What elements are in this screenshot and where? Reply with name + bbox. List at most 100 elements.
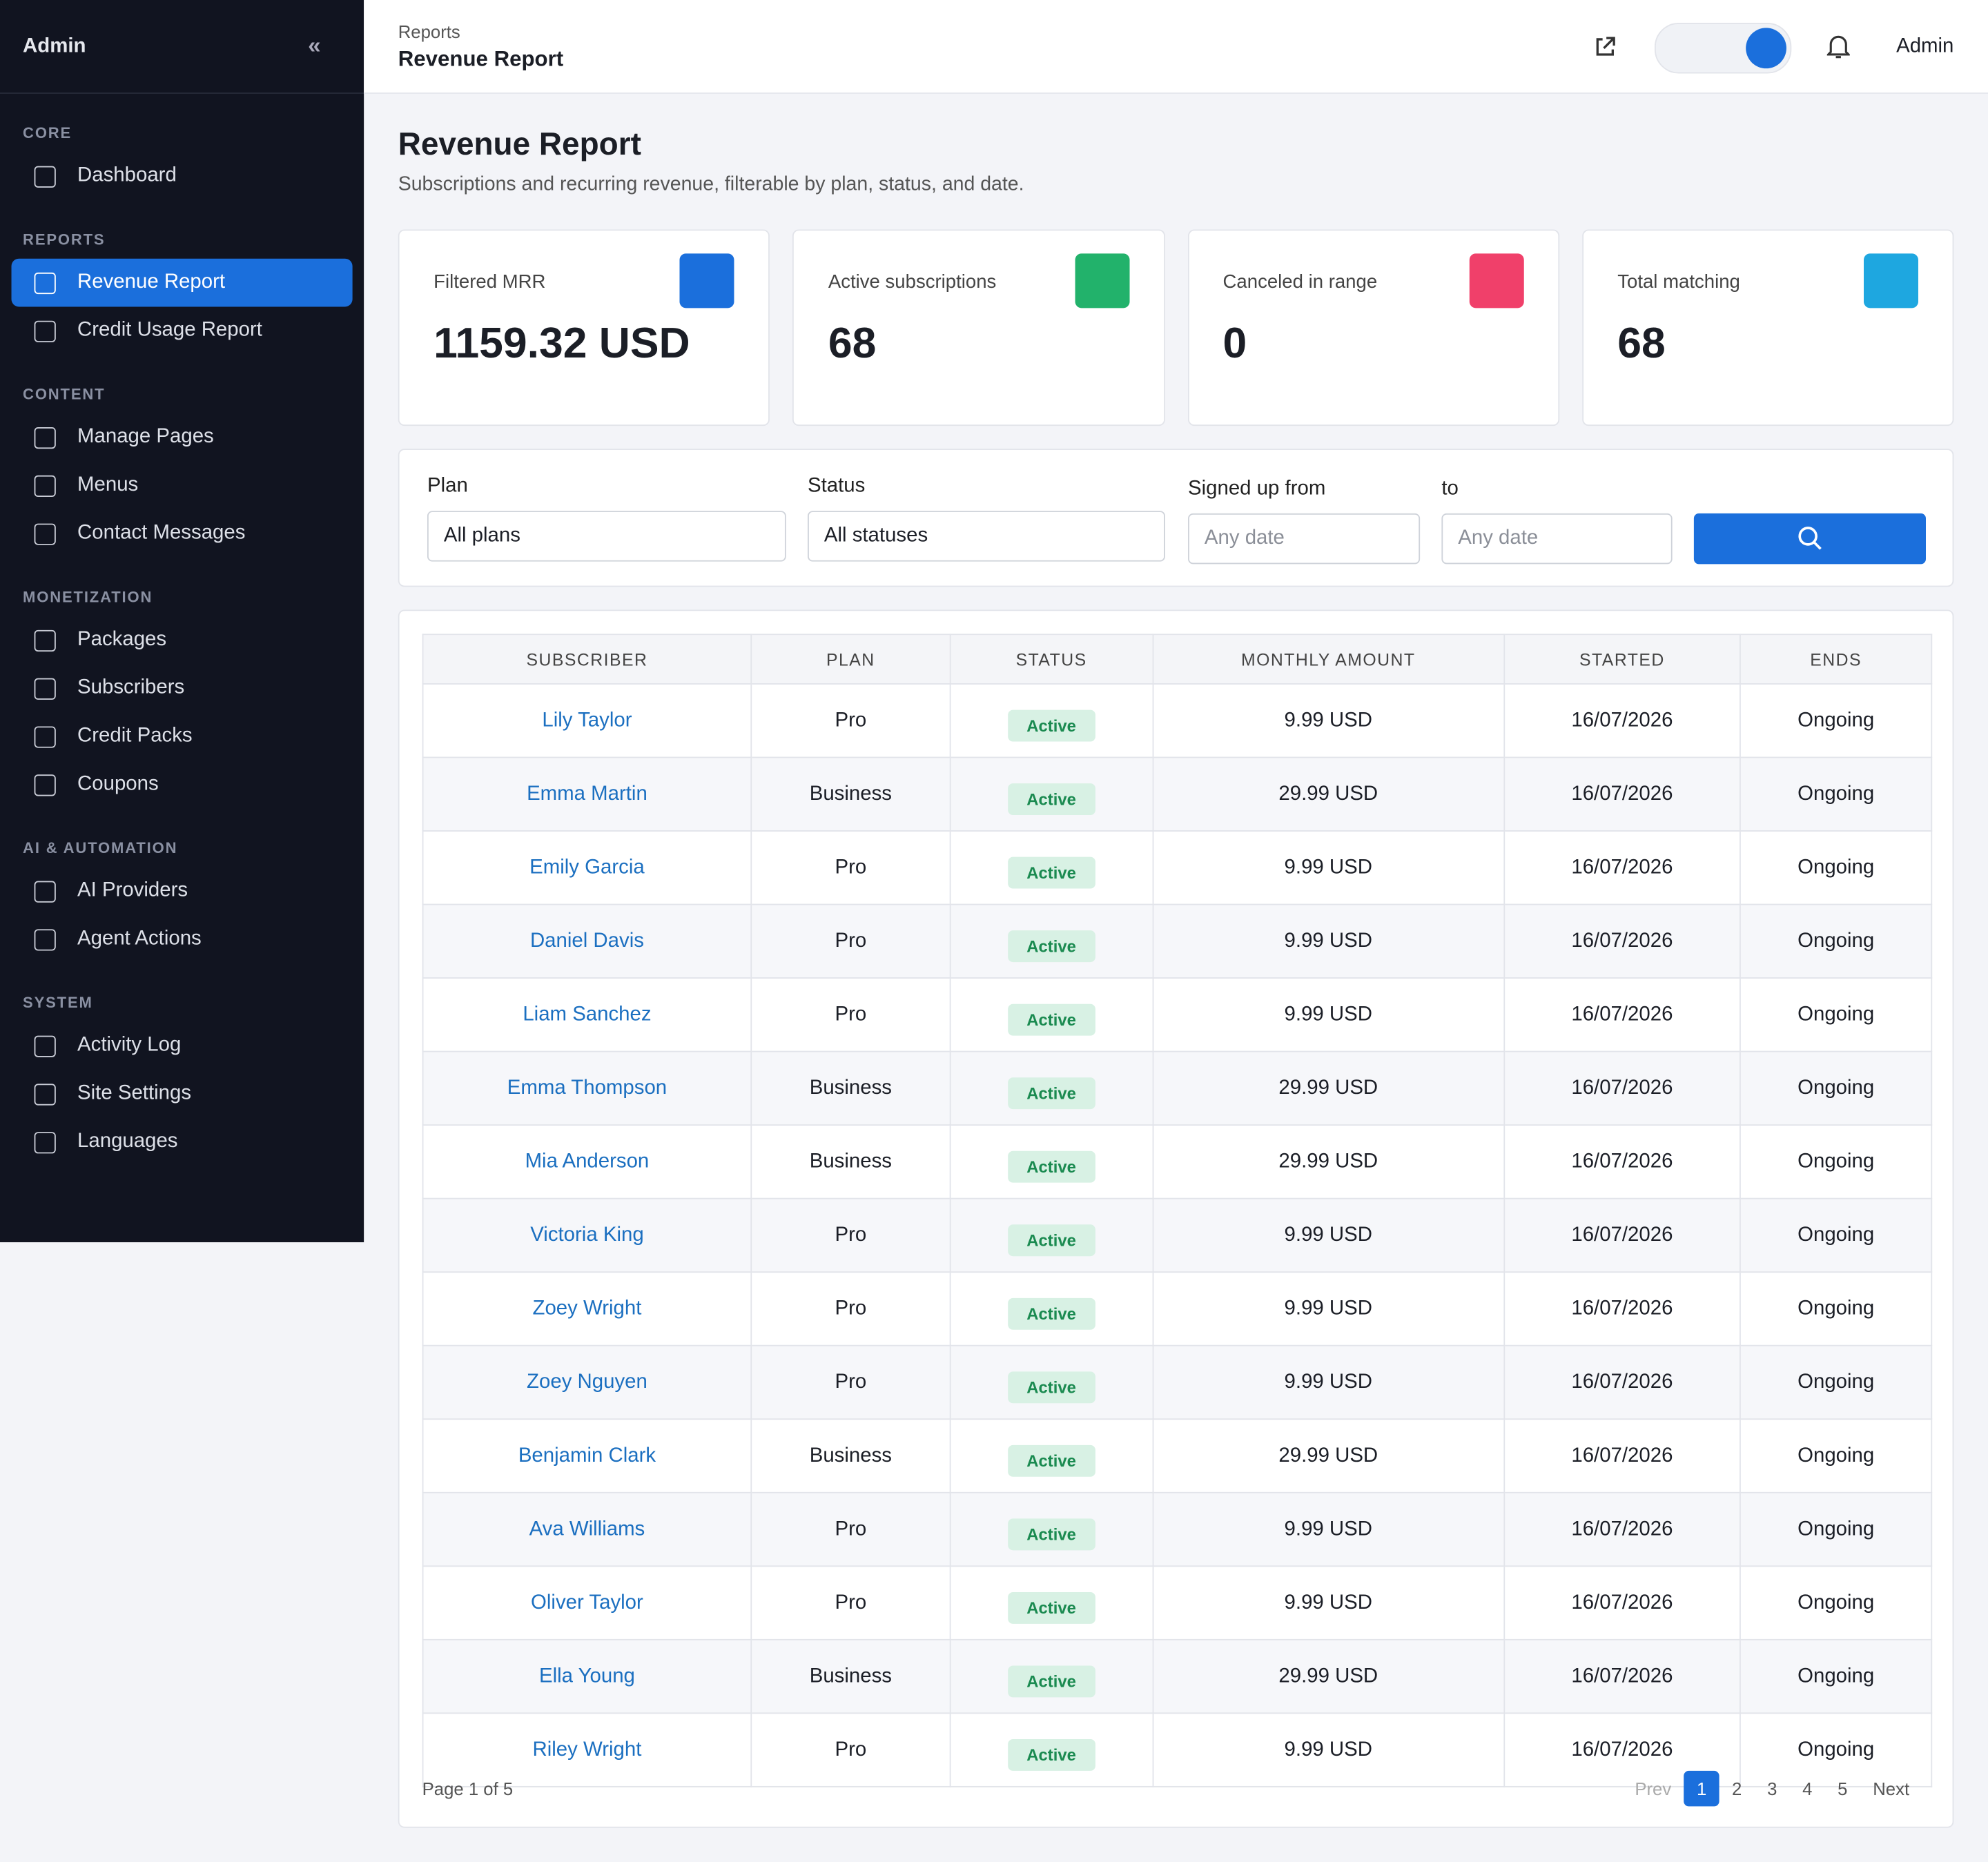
nav-icon: [34, 522, 56, 545]
subscriber-link[interactable]: Mia Anderson: [422, 1124, 752, 1199]
subscriber-link[interactable]: Riley Wright: [422, 1712, 752, 1787]
brand: Admin «: [0, 0, 364, 94]
column-header: MONTHLY AMOUNT: [1151, 634, 1505, 685]
nav-label: Menus: [77, 473, 139, 496]
table-row: Lily Taylor Pro Active 9.99 USD 16/07/2026 On…: [422, 683, 1933, 758]
subscriber-link[interactable]: Zoey Wright: [422, 1271, 752, 1346]
table-row: Emily Garcia Pro Active 9.99 USD 16/07/2026 O…: [422, 830, 1933, 905]
stat-card: Filtered MRR 1159.32 USD: [398, 229, 770, 427]
status-cell: Active: [949, 1491, 1153, 1567]
table-cell: Pro: [750, 1344, 951, 1420]
table-cell: 29.99 USD: [1151, 1124, 1505, 1199]
page-button[interactable]: 4: [1802, 1778, 1813, 1799]
page-summary: Page 1 of 5: [422, 1778, 514, 1799]
stat-card: Canceled in range 0: [1187, 229, 1559, 427]
nav-item[interactable]: Agent Actions: [12, 915, 353, 963]
table-cell: 16/07/2026: [1503, 1050, 1742, 1126]
filter-label: to: [1441, 478, 1459, 500]
nav-item[interactable]: Credit Usage Report: [12, 306, 353, 355]
placeholder: Any date: [1204, 527, 1285, 549]
status-badge: Active: [1007, 1297, 1095, 1330]
table-row: Ava Williams Pro Active 9.99 USD 16/07/2026 O…: [422, 1491, 1933, 1567]
nav-icon: [34, 1035, 56, 1057]
table-row: Riley Wright Pro Active 9.99 USD 16/07/2026 O…: [422, 1712, 1933, 1787]
nav-label: AI Providers: [77, 879, 188, 901]
nav-item[interactable]: Dashboard: [12, 152, 353, 200]
table-row: Oliver Taylor Pro Active 9.99 USD 16/07/2026…: [422, 1565, 1933, 1640]
breadcrumb[interactable]: Reports: [398, 21, 460, 42]
page-button[interactable]: 2: [1732, 1778, 1742, 1799]
notifications[interactable]: [1826, 35, 1850, 60]
subscriber-link[interactable]: Ella Young: [422, 1638, 752, 1714]
theme-system[interactable]: [1746, 28, 1786, 69]
table-cell: Pro: [750, 977, 951, 1052]
stat-icon: [1469, 253, 1524, 308]
page-button[interactable]: 3: [1767, 1778, 1777, 1799]
nav-item[interactable]: Manage Pages: [12, 413, 353, 462]
subscriber-link[interactable]: Emma Martin: [422, 756, 752, 832]
table-cell: 9.99 USD: [1151, 1344, 1505, 1420]
table-cell: 16/07/2026: [1503, 1565, 1742, 1640]
nav-item[interactable]: Subscribers: [12, 664, 353, 712]
status-select[interactable]: All statuses: [808, 511, 1165, 562]
subscriber-link[interactable]: Ava Williams: [422, 1491, 752, 1567]
nav-item[interactable]: Packages: [12, 616, 353, 665]
subscriber-link[interactable]: Liam Sanchez: [422, 977, 752, 1052]
search-button[interactable]: [1693, 513, 1927, 565]
nav-item[interactable]: Contact Messages: [12, 509, 353, 558]
to-date[interactable]: Any date: [1441, 513, 1673, 565]
nav-label: Activity Log: [77, 1034, 182, 1057]
subscriber-link[interactable]: Victoria King: [422, 1197, 752, 1273]
subscriber-link[interactable]: Emma Thompson: [422, 1050, 752, 1126]
subscriber-link[interactable]: Daniel Davis: [422, 903, 752, 979]
subscriber-link[interactable]: Emily Garcia: [422, 830, 752, 905]
nav-section-title: SYSTEM: [23, 994, 93, 1012]
subscriber-link[interactable]: Benjamin Clark: [422, 1418, 752, 1493]
nav-item[interactable]: Site Settings: [12, 1070, 353, 1118]
table-cell: 16/07/2026: [1503, 1197, 1742, 1273]
stat-label: Total matching: [1617, 271, 1740, 293]
subscriber-link[interactable]: Zoey Nguyen: [422, 1344, 752, 1420]
nav-label: Agent Actions: [77, 928, 202, 950]
status-cell: Active: [949, 1271, 1153, 1346]
nav-icon: [34, 271, 56, 294]
user-menu[interactable]: Admin: [1896, 35, 1954, 57]
topbar: Reports Revenue Report Admin: [364, 0, 1988, 94]
nav-item[interactable]: Coupons: [12, 761, 353, 809]
table-cell: 16/07/2026: [1503, 683, 1742, 758]
filter-label: Signed up from: [1188, 478, 1326, 500]
collapse-button[interactable]: «: [308, 32, 321, 59]
next-button[interactable]: Next: [1873, 1778, 1910, 1799]
nav-item[interactable]: Credit Packs: [12, 712, 353, 761]
nav-label: Subscribers: [77, 676, 185, 699]
page-button[interactable]: 1: [1684, 1770, 1719, 1807]
from-date[interactable]: Any date: [1188, 513, 1421, 565]
subscriber-link[interactable]: Lily Taylor: [422, 683, 752, 758]
table-row: Benjamin Clark Business Active 29.99 USD 16/…: [422, 1418, 1933, 1493]
theme-toggle[interactable]: [1654, 23, 1792, 74]
nav-item[interactable]: Activity Log: [12, 1021, 353, 1070]
subscriber-link[interactable]: Oliver Taylor: [422, 1565, 752, 1640]
plan-select[interactable]: All plans: [427, 511, 786, 562]
table-cell: Pro: [750, 683, 951, 758]
nav-icon: [34, 1083, 56, 1105]
table-cell: Ongoing: [1740, 683, 1933, 758]
nav-label: Manage Pages: [77, 426, 214, 448]
table-cell: 16/07/2026: [1503, 903, 1742, 979]
nav-item[interactable]: Revenue Report: [11, 258, 353, 307]
table-cell: Ongoing: [1740, 1491, 1933, 1567]
header-row: SUBSCRIBER PLAN STATUS MONTHLY AMOUNT STARTE…: [422, 634, 1933, 685]
nav-item[interactable]: AI Providers: [12, 867, 353, 915]
table-row: Daniel Davis Pro Active 9.99 USD 16/07/2026 O…: [422, 903, 1933, 979]
table-cell: 9.99 USD: [1151, 1197, 1505, 1273]
table-cell: 9.99 USD: [1151, 977, 1505, 1052]
prev-button[interactable]: Prev: [1635, 1778, 1672, 1799]
table-cell: Ongoing: [1740, 830, 1933, 905]
table-cell: Pro: [750, 1491, 951, 1567]
nav-label: Site Settings: [77, 1082, 192, 1104]
nav-item[interactable]: Languages: [12, 1118, 353, 1166]
external-link[interactable]: [1594, 35, 1617, 58]
page-button[interactable]: 5: [1838, 1778, 1848, 1799]
nav-item[interactable]: Menus: [12, 462, 353, 510]
table-row: Zoey Wright Pro Active 9.99 USD 16/07/2026 On…: [422, 1271, 1933, 1346]
